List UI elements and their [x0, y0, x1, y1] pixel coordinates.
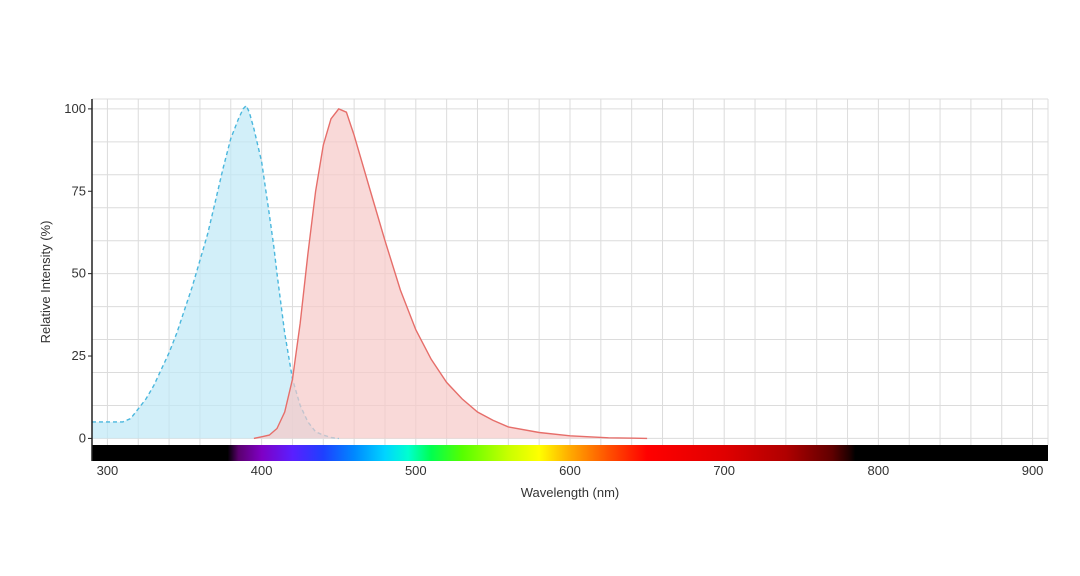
- emission-line: [253, 108, 648, 440]
- emission-area: [253, 108, 648, 439]
- x-tick-label: 600: [559, 463, 581, 478]
- x-tick-label: 800: [868, 463, 890, 478]
- y-tick-label: 0: [79, 430, 86, 445]
- y-axis-title: Relative Intensity (%): [38, 221, 53, 344]
- x-tick-label: 400: [251, 463, 273, 478]
- y-tick-label: 25: [72, 348, 86, 363]
- y-tick-label: 75: [72, 183, 86, 198]
- y-tick-label: 100: [64, 101, 86, 116]
- x-tick-label: 500: [405, 463, 427, 478]
- x-tick-label: 700: [713, 463, 735, 478]
- x-tick-label: 900: [1022, 463, 1044, 478]
- spectrum-bar: [92, 445, 1048, 461]
- x-axis-title: Wavelength (nm): [521, 485, 620, 500]
- x-tick-label: 300: [97, 463, 119, 478]
- excitation-area: [92, 105, 339, 439]
- plot-area: 0 25 50 75 100 300 400 500 600 700 800 900: [64, 98, 1049, 478]
- y-tick-label: 50: [72, 266, 86, 281]
